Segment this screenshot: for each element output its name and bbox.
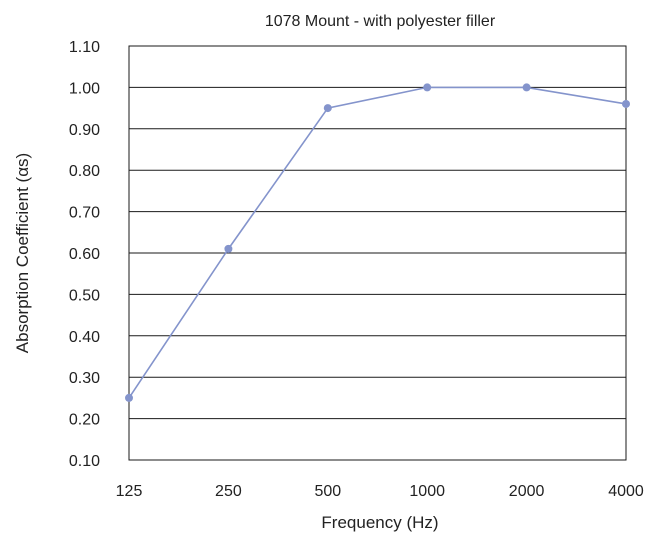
x-axis-label: Frequency (Hz) xyxy=(321,513,438,532)
data-point xyxy=(224,244,233,253)
y-tick-label: 0.90 xyxy=(69,122,100,139)
gridlines xyxy=(128,45,627,461)
x-tick-label: 4000 xyxy=(608,483,644,500)
y-tick-label: 1.00 xyxy=(69,80,100,97)
x-tick-label: 250 xyxy=(215,483,242,500)
y-tick-label: 0.10 xyxy=(69,453,100,470)
x-tick-label: 1000 xyxy=(409,483,445,500)
x-tick-label: 125 xyxy=(116,483,143,500)
data-point xyxy=(423,83,432,92)
series-layer xyxy=(125,83,630,402)
x-tick-labels: 125 250 500 1000 2000 4000 xyxy=(116,483,644,500)
y-axis-label: Absorption Coefficient (αs) xyxy=(13,153,32,353)
y-tick-label: 1.10 xyxy=(69,39,100,56)
x-tick-label: 500 xyxy=(314,483,341,500)
series-line xyxy=(128,86,627,399)
y-tick-label: 0.30 xyxy=(69,370,100,387)
data-point xyxy=(125,393,133,402)
plot-frame xyxy=(128,45,627,461)
y-tick-label: 0.70 xyxy=(69,205,100,222)
y-tick-label: 0.40 xyxy=(69,329,100,346)
data-point xyxy=(323,104,332,113)
y-tick-label: 0.60 xyxy=(69,246,100,263)
data-point xyxy=(622,99,630,108)
y-tick-label: 0.80 xyxy=(69,163,100,180)
x-tick-label: 2000 xyxy=(509,483,545,500)
chart-title: 1078 Mount - with polyester filler xyxy=(265,13,496,30)
data-point xyxy=(522,83,531,92)
y-tick-label: 0.20 xyxy=(69,412,100,429)
y-tick-labels: 0.10 0.20 0.30 0.40 0.50 0.60 0.70 0.80 0.90 1.00… xyxy=(69,39,100,470)
y-tick-label: 0.50 xyxy=(69,287,100,304)
